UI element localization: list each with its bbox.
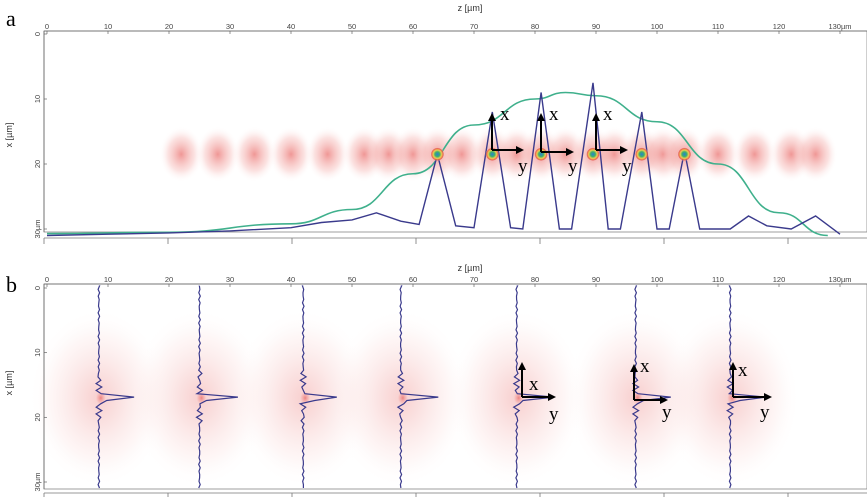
focus-marker	[634, 147, 649, 162]
x-tick-label: 130µm	[828, 275, 851, 284]
intensity-profile	[726, 285, 767, 489]
panel-b-vector-3-y-label: y	[760, 402, 770, 423]
panel-a-vector-1-y-label: y	[518, 156, 528, 177]
panel-b-vector-2-y-label: y	[662, 402, 672, 423]
x-tick-label: 20	[165, 275, 173, 284]
panel-b-bottom-scale	[43, 492, 867, 497]
y-tick-label: 30µm	[33, 473, 42, 492]
panel-a-vector-3-x-label: x	[603, 104, 613, 125]
x-tick-label: 0	[45, 275, 49, 284]
intensity-profile	[512, 285, 554, 489]
panel-b-vector-1-y-label: y	[549, 404, 559, 425]
panel-a-label: a	[6, 6, 16, 31]
x-tick-label: 90	[592, 275, 600, 284]
y-tick-label: 20	[33, 413, 42, 421]
x-tick-label: 50	[348, 22, 356, 31]
panel-a-vector-2-x-label: x	[549, 104, 559, 125]
panel-a-ylabel: x [µm]	[4, 123, 14, 148]
x-tick-label: 10	[104, 275, 112, 284]
x-tick-label: 40	[287, 22, 295, 31]
panel-a-xlabel: z [µm]	[458, 3, 483, 13]
x-tick-label: 60	[409, 275, 417, 284]
panel-b-vector-triad-1: x y	[518, 362, 559, 425]
focus-marker	[677, 147, 692, 162]
panel-a-vector-triad-3: x y	[592, 104, 632, 177]
panel-b: b z [µm] x [µm] 0 10 20 30 40 50 60 70 80 90 100 11…	[4, 263, 867, 497]
x-tick-label: 40	[287, 275, 295, 284]
x-tick-label: 120	[773, 275, 786, 284]
panel-b-vector-triad-2: x y	[630, 356, 672, 423]
y-tick-label: 20	[33, 160, 42, 168]
intensity-profile	[396, 285, 439, 489]
x-tick-label: 110	[712, 275, 724, 284]
x-tick-label: 70	[470, 22, 478, 31]
x-tick-label: 100	[651, 22, 664, 31]
intensity-profile	[94, 285, 135, 489]
panel-b-y-ticks: 0 10 20 30µm	[33, 286, 47, 492]
y-tick-label: 0	[33, 32, 42, 36]
panel-a-focus-markers	[430, 147, 692, 162]
panel-b-vector-3-x-label: x	[738, 360, 748, 381]
focus-spot	[396, 389, 409, 406]
intensity-spot	[793, 126, 838, 183]
x-tick-label: 70	[470, 275, 478, 284]
x-tick-label: 50	[348, 275, 356, 284]
intensity-profile	[298, 285, 337, 488]
panel-b-ylabel: x [µm]	[4, 371, 14, 396]
x-tick-label: 100	[651, 275, 664, 284]
intensity-spot	[232, 126, 277, 183]
panel-b-x-ticks: 0 10 20 30 40 50 60 70 80 90 100 110 120 130µm	[45, 275, 852, 287]
panel-b-vector-1-x-label: x	[529, 374, 539, 395]
panel-a-x-ticks: 0 10 20 30 40 50 60 70 80 90 100 110 120 130µm	[45, 22, 852, 34]
intensity-profile	[631, 285, 671, 489]
x-tick-label: 30	[226, 275, 234, 284]
panel-b-intensity-map	[28, 307, 801, 488]
x-tick-label: 80	[531, 275, 539, 284]
intensity-spot	[305, 126, 350, 183]
panel-b-xlabel: z [µm]	[458, 263, 483, 273]
focus-marker	[534, 147, 549, 162]
y-tick-label: 0	[33, 286, 42, 290]
panel-b-vector-triad-3: x y	[729, 360, 772, 423]
panel-a-vector-1-x-label: x	[500, 104, 510, 125]
intensity-spot	[439, 126, 484, 183]
panel-a-bottom-scale	[43, 237, 867, 244]
panel-a-intensity-profile	[46, 82, 841, 237]
intensity-profile	[195, 285, 238, 489]
panel-a-vector-3-y-label: y	[622, 156, 632, 177]
panel-a-vector-2-y-label: y	[568, 156, 578, 177]
panel-b-intensity-profiles	[94, 285, 767, 489]
panel-a: a z [µm] x [µm] 0 10 20 30 40 50 60 70 80 90 100 11…	[4, 3, 867, 244]
x-tick-label: 130µm	[828, 22, 851, 31]
panel-a-y-ticks: 0 10 20 30µm	[33, 32, 47, 239]
y-tick-label: 30µm	[33, 220, 42, 239]
panel-a-vector-triad-2: x y	[537, 104, 578, 177]
y-tick-label: 10	[33, 95, 42, 103]
x-tick-label: 110	[712, 22, 724, 31]
y-tick-label: 10	[33, 348, 42, 356]
intensity-spot	[195, 126, 240, 183]
x-tick-label: 20	[165, 22, 173, 31]
panel-b-label: b	[6, 272, 17, 297]
x-tick-label: 80	[531, 22, 539, 31]
x-tick-label: 90	[592, 22, 600, 31]
x-tick-label: 30	[226, 22, 234, 31]
x-tick-label: 60	[409, 22, 417, 31]
intensity-spot	[159, 126, 204, 183]
x-tick-label: 120	[773, 22, 786, 31]
panel-b-vector-2-x-label: x	[640, 356, 650, 377]
panel-a-vector-triad-1: x y	[488, 104, 528, 177]
panel-a-gaussian-envelope	[46, 91, 828, 237]
x-tick-label: 0	[45, 22, 49, 31]
intensity-spot	[732, 126, 777, 183]
x-tick-label: 10	[104, 22, 112, 31]
intensity-spot	[696, 126, 740, 183]
focus-marker	[430, 147, 445, 162]
intensity-spot	[269, 126, 313, 183]
